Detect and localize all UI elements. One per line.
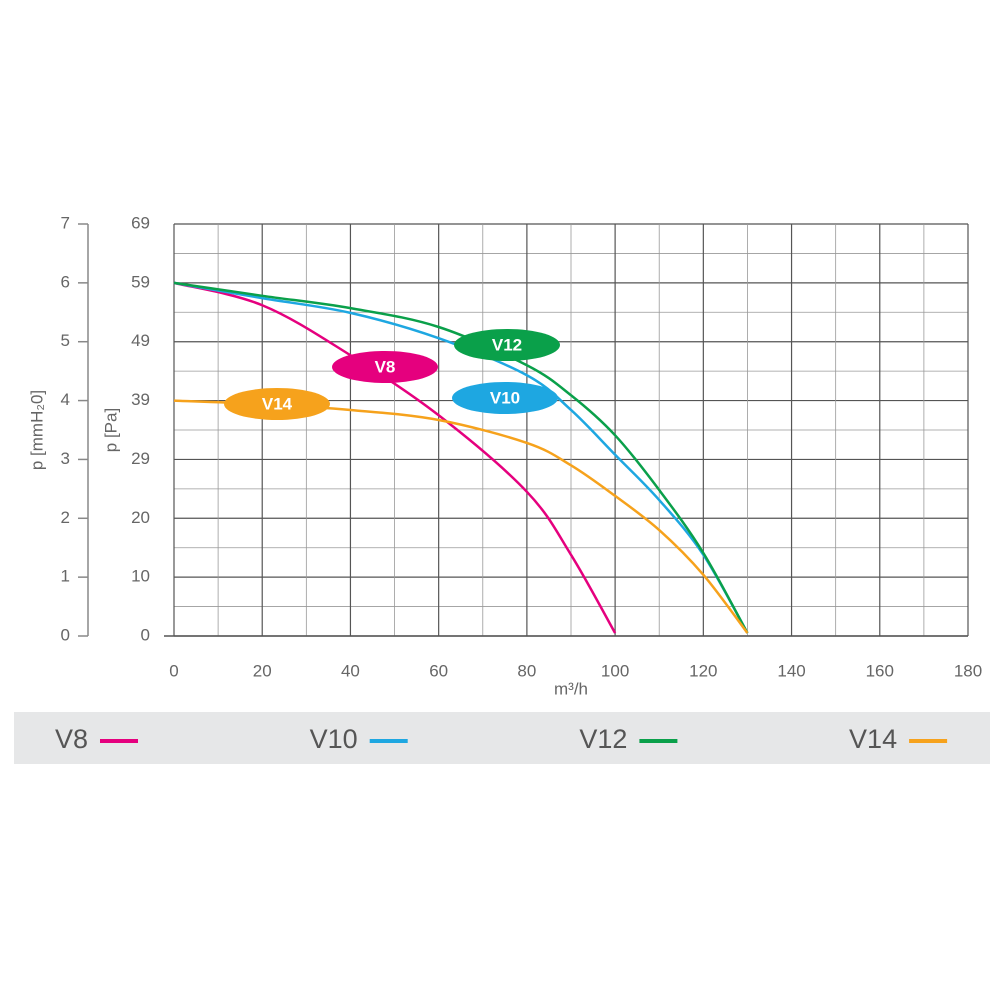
y-tick-label: 1: [61, 567, 70, 586]
series-callout-label: V14: [262, 394, 293, 413]
legend-label: V10: [310, 724, 358, 754]
legend-box: [14, 712, 990, 764]
x-tick-label: 180: [954, 661, 982, 680]
y-tick-label: 4: [61, 390, 70, 409]
x-tick-label: 20: [253, 661, 272, 680]
series-callout-label: V12: [492, 335, 522, 354]
series-callout-label: V8: [375, 357, 396, 376]
y-tick-label: 7: [61, 213, 70, 232]
curve: [173, 399, 749, 634]
x-tick-label: 120: [689, 661, 717, 680]
x-tick-label: 80: [517, 661, 536, 680]
x-tick-label: 60: [429, 661, 448, 680]
legend-label: V12: [579, 724, 627, 754]
x-tick-label: 160: [866, 661, 894, 680]
x-tick-label: 100: [601, 661, 629, 680]
curve: [173, 281, 617, 634]
curve: [173, 281, 749, 634]
y-tick-label: 6: [61, 272, 70, 291]
y2-axis-label: p [Pa]: [101, 408, 120, 452]
y2-tick-label: 10: [131, 567, 150, 586]
series-callout: [452, 382, 558, 414]
y2-tick-label: 49: [131, 331, 150, 350]
legend-label: V8: [55, 724, 88, 754]
y2-tick-label: 69: [131, 213, 150, 232]
y-axis-label: p [mmH₂0]: [27, 390, 46, 470]
series-callout-label: V10: [490, 388, 520, 407]
x-tick-label: 140: [777, 661, 805, 680]
y-tick-label: 5: [61, 331, 70, 350]
y2-tick-label: 20: [131, 508, 150, 527]
y2-tick-label: 59: [131, 272, 150, 291]
x-axis-label: m³/h: [554, 679, 588, 698]
series-callout: [224, 388, 330, 420]
y2-tick-label: 29: [131, 449, 150, 468]
x-tick-label: 0: [169, 661, 178, 680]
x-tick-label: 40: [341, 661, 360, 680]
y2-tick-label: 0: [141, 625, 150, 644]
legend-label: V14: [849, 724, 897, 754]
series-callout: [332, 351, 438, 383]
curve: [173, 281, 749, 634]
y2-tick-label: 39: [131, 390, 150, 409]
y-tick-label: 2: [61, 508, 70, 527]
y-tick-label: 0: [61, 625, 70, 644]
series-callout: [454, 329, 560, 361]
y-tick-label: 3: [61, 449, 70, 468]
